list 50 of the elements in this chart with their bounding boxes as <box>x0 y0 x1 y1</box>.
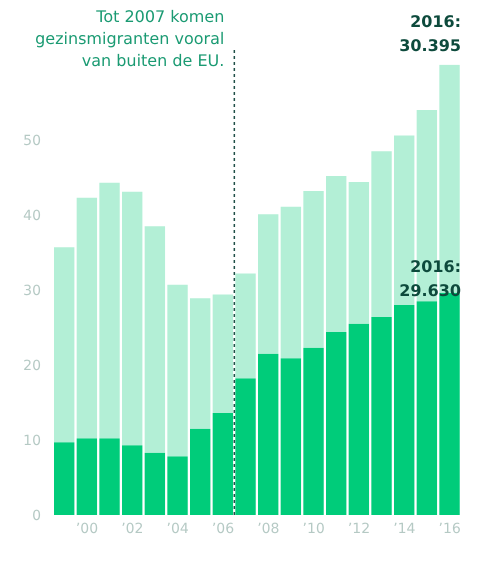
bar <box>348 324 370 515</box>
y-tick-label: 50 <box>23 132 41 149</box>
bar <box>167 456 188 515</box>
bar <box>54 442 74 515</box>
bar <box>212 294 234 413</box>
bar <box>303 191 324 348</box>
bar <box>144 226 166 453</box>
y-tick-label: 10 <box>23 432 41 449</box>
bar <box>280 206 302 358</box>
bar <box>303 348 324 515</box>
y-tick-label: 30 <box>23 282 41 299</box>
x-tick-label: ’14 <box>393 520 416 537</box>
bar <box>348 182 370 324</box>
x-tick-label: ’04 <box>166 520 189 537</box>
annotation: 2016: 30.395 <box>398 10 461 57</box>
bar <box>235 274 256 378</box>
x-tick-label: ’10 <box>302 520 325 537</box>
y-tick-label: 20 <box>23 358 41 374</box>
bar <box>144 452 166 515</box>
bar <box>371 151 392 317</box>
bar <box>76 438 98 515</box>
bar <box>371 317 392 515</box>
bar <box>122 192 142 446</box>
bar <box>190 298 210 429</box>
x-tick-label: ’00 <box>76 520 98 537</box>
annotation: 2016: 29.630 <box>398 256 461 302</box>
ref-line-label: Tot 2007 komen gezinsmigranten vooral van buiten de EU. <box>34 6 224 72</box>
bar <box>167 284 188 456</box>
bar <box>76 198 98 438</box>
bar <box>394 305 414 515</box>
bar <box>258 354 278 515</box>
bar <box>99 438 120 515</box>
x-tick-label: ’16 <box>438 520 461 537</box>
bar <box>99 182 120 438</box>
bar <box>326 332 346 515</box>
bar <box>416 301 438 515</box>
bar <box>326 176 346 332</box>
y-tick-label: 40 <box>23 208 41 224</box>
bar <box>54 247 74 442</box>
bar <box>235 378 256 515</box>
bar <box>280 358 302 515</box>
bar <box>212 413 234 515</box>
bar <box>122 445 142 515</box>
bar <box>190 428 210 515</box>
x-tick-label: ’12 <box>348 520 370 537</box>
x-tick-label: ’06 <box>212 520 234 537</box>
bar <box>258 214 278 354</box>
x-tick-label: ’08 <box>257 520 280 537</box>
x-tick-label: ’02 <box>121 520 144 537</box>
y-tick-label: 0 <box>32 508 41 524</box>
